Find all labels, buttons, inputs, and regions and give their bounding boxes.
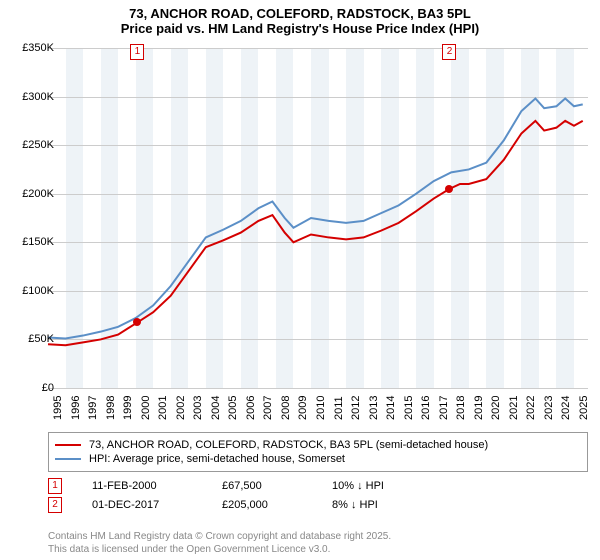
legend-swatch-1 [55, 444, 81, 446]
x-axis-label: 2013 [368, 396, 380, 420]
y-axis-label: £150K [22, 236, 54, 248]
y-axis-label: £100K [22, 285, 54, 297]
y-axis-label: £50K [28, 333, 54, 345]
x-axis-label: 2021 [508, 396, 520, 420]
row-marker: 1 [48, 478, 62, 494]
x-axis-label: 2014 [385, 396, 397, 420]
row-delta: 10% ↓ HPI [332, 480, 384, 492]
sale-point-dot [445, 185, 453, 193]
x-axis-label: 2000 [140, 396, 152, 420]
y-axis-label: £0 [42, 382, 54, 394]
x-axis-label: 2024 [560, 396, 572, 420]
x-axis-label: 2007 [262, 396, 274, 420]
x-axis-label: 2005 [227, 396, 239, 420]
x-axis-label: 2012 [350, 396, 362, 420]
x-axis-label: 2001 [157, 396, 169, 420]
x-axis-label: 1998 [105, 396, 117, 420]
series-line-0 [48, 121, 583, 345]
x-axis-label: 2002 [175, 396, 187, 420]
x-axis-label: 2022 [525, 396, 537, 420]
x-axis-label: 2003 [192, 396, 204, 420]
x-axis-label: 2006 [245, 396, 257, 420]
footer-line1: Contains HM Land Registry data © Crown c… [48, 530, 391, 543]
x-axis-label: 2020 [490, 396, 502, 420]
row-price: £205,000 [222, 499, 302, 511]
x-axis-label: 1995 [52, 396, 64, 420]
legend-swatch-2 [55, 458, 81, 460]
sale-point-dot [133, 318, 141, 326]
footer: Contains HM Land Registry data © Crown c… [48, 530, 391, 556]
legend-label-1: 73, ANCHOR ROAD, COLEFORD, RADSTOCK, BA3… [89, 439, 488, 451]
row-delta: 8% ↓ HPI [332, 499, 378, 511]
x-axis-label: 2004 [210, 396, 222, 420]
row-date: 11-FEB-2000 [92, 480, 192, 492]
x-axis-label: 2016 [420, 396, 432, 420]
legend-label-2: HPI: Average price, semi-detached house,… [89, 453, 345, 465]
series-line-1 [48, 99, 583, 339]
row-date: 01-DEC-2017 [92, 499, 192, 511]
sales-row: 1 11-FEB-2000 £67,500 10% ↓ HPI [48, 478, 588, 494]
x-axis-label: 2008 [280, 396, 292, 420]
y-axis-label: £250K [22, 139, 54, 151]
x-axis-label: 2025 [578, 396, 590, 420]
x-axis-label: 1996 [70, 396, 82, 420]
x-axis-label: 1997 [87, 396, 99, 420]
row-price: £67,500 [222, 480, 302, 492]
x-axis-label: 2011 [333, 396, 345, 420]
chart-plot-area: 12 [48, 48, 588, 388]
legend-item-2: HPI: Average price, semi-detached house,… [55, 453, 581, 465]
chart-container: 73, ANCHOR ROAD, COLEFORD, RADSTOCK, BA3… [0, 0, 600, 560]
legend: 73, ANCHOR ROAD, COLEFORD, RADSTOCK, BA3… [48, 432, 588, 516]
chart-title-line1: 73, ANCHOR ROAD, COLEFORD, RADSTOCK, BA3… [0, 0, 600, 21]
x-axis-label: 2009 [297, 396, 309, 420]
x-axis-label: 2023 [543, 396, 555, 420]
row-marker: 2 [48, 497, 62, 513]
sale-marker: 1 [130, 44, 144, 60]
sales-table: 1 11-FEB-2000 £67,500 10% ↓ HPI 2 01-DEC-2017… [48, 478, 588, 513]
legend-box: 73, ANCHOR ROAD, COLEFORD, RADSTOCK, BA3… [48, 432, 588, 472]
y-axis-label: £200K [22, 188, 54, 200]
x-axis-label: 2019 [473, 396, 485, 420]
y-axis-label: £350K [22, 42, 54, 54]
x-axis-label: 2010 [315, 396, 327, 420]
y-axis-label: £300K [22, 91, 54, 103]
x-axis-label: 2018 [455, 396, 467, 420]
x-axis-label: 2015 [403, 396, 415, 420]
legend-item-1: 73, ANCHOR ROAD, COLEFORD, RADSTOCK, BA3… [55, 439, 581, 451]
sales-row: 2 01-DEC-2017 £205,000 8% ↓ HPI [48, 497, 588, 513]
x-axis-label: 2017 [438, 396, 450, 420]
chart-title-line2: Price paid vs. HM Land Registry's House … [0, 21, 600, 36]
sale-marker: 2 [442, 44, 456, 60]
footer-line2: This data is licensed under the Open Gov… [48, 543, 391, 556]
x-axis-label: 1999 [122, 396, 134, 420]
